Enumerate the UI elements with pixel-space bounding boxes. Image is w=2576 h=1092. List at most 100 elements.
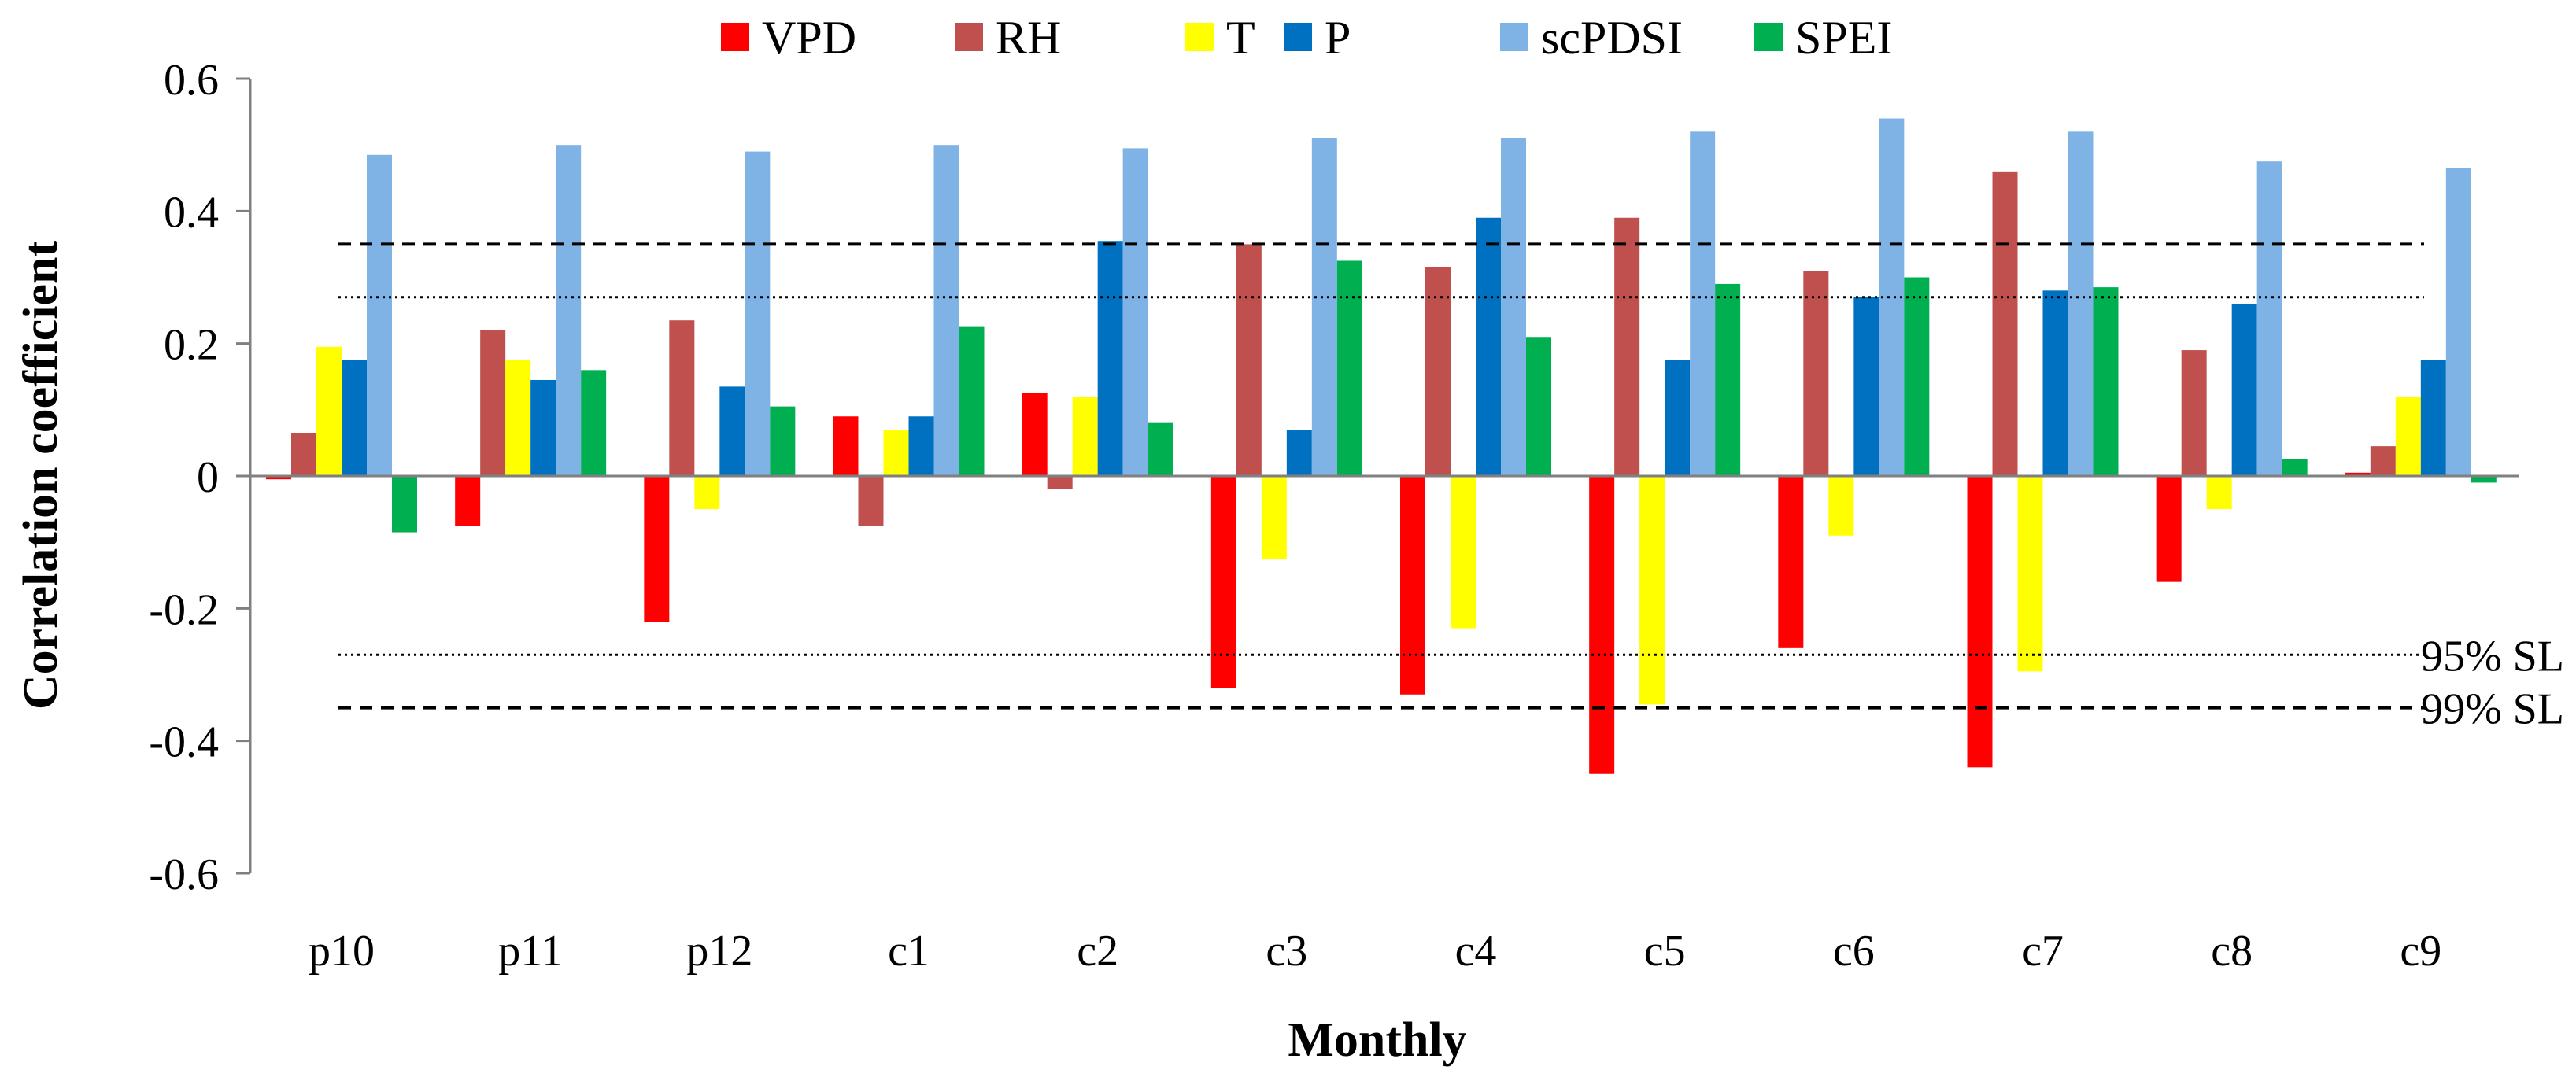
bars bbox=[266, 118, 2497, 774]
bar-group-p12 bbox=[644, 151, 796, 622]
bar-t-c7 bbox=[2017, 476, 2043, 672]
x-tick-label-c6: c6 bbox=[1833, 927, 1875, 976]
bar-spei-p12 bbox=[770, 406, 796, 476]
reference-label-95-lower: 95% SL bbox=[2421, 632, 2564, 681]
legend-label-vpd: VPD bbox=[762, 12, 856, 64]
x-tick-label-p12: p12 bbox=[686, 927, 752, 976]
x-tick-label-c7: c7 bbox=[2022, 927, 2064, 976]
bar-group-c3 bbox=[1210, 138, 1362, 688]
x-tick-label-p10: p10 bbox=[309, 927, 375, 976]
bar-spei-c9 bbox=[2471, 476, 2497, 483]
bar-scpdsi-p12 bbox=[745, 151, 771, 477]
y-tick-label: 0.2 bbox=[164, 321, 219, 370]
bar-p-p12 bbox=[719, 386, 745, 476]
bar-t-c8 bbox=[2206, 476, 2232, 510]
bar-rh-p11 bbox=[480, 330, 506, 476]
x-tick-label-p11: p11 bbox=[498, 927, 563, 976]
bar-t-p12 bbox=[694, 476, 720, 510]
bar-vpd-c3 bbox=[1210, 476, 1236, 688]
bar-vpd-p11 bbox=[455, 476, 481, 526]
bar-rh-c6 bbox=[1803, 271, 1829, 476]
legend-swatch-t bbox=[1185, 23, 1214, 51]
bar-vpd-c7 bbox=[1967, 476, 1993, 768]
bar-group-p10 bbox=[266, 154, 417, 533]
legend-label-p: P bbox=[1325, 12, 1351, 64]
bar-p-c1 bbox=[908, 416, 934, 476]
bar-group-c9 bbox=[2345, 168, 2497, 483]
bar-rh-p12 bbox=[669, 320, 695, 476]
bar-rh-p10 bbox=[291, 433, 316, 476]
bar-spei-c4 bbox=[1526, 337, 1551, 476]
bar-scpdsi-c5 bbox=[1690, 131, 1716, 477]
bar-spei-c5 bbox=[1715, 283, 1741, 476]
bar-rh-c4 bbox=[1425, 267, 1451, 476]
bar-group-p11 bbox=[455, 145, 607, 526]
legend-item-vpd: VPD bbox=[721, 12, 856, 64]
y-tick-label: 0.4 bbox=[164, 188, 219, 237]
bar-vpd-c2 bbox=[1022, 393, 1048, 476]
bar-scpdsi-p11 bbox=[556, 145, 582, 476]
x-tick-label-c2: c2 bbox=[1077, 927, 1118, 976]
bar-vpd-p10 bbox=[266, 476, 291, 480]
legend-label-rh: RH bbox=[996, 12, 1061, 64]
bar-vpd-c9 bbox=[2345, 472, 2371, 476]
x-tick-label-c4: c4 bbox=[1455, 927, 1497, 976]
bar-p-c8 bbox=[2231, 304, 2257, 476]
x-tick-label-c3: c3 bbox=[1266, 927, 1307, 976]
bar-rh-c1 bbox=[858, 476, 884, 526]
y-axis: 0.6 0.4 0.2 0 -0.2 -0.4 -0.6 bbox=[149, 56, 252, 899]
bar-group-c2 bbox=[1022, 148, 1173, 489]
bar-p-c9 bbox=[2420, 360, 2446, 476]
bar-scpdsi-c1 bbox=[933, 145, 959, 476]
bar-vpd-c6 bbox=[1778, 476, 1804, 648]
bar-p-c2 bbox=[1097, 241, 1123, 476]
bar-scpdsi-c3 bbox=[1311, 138, 1337, 476]
bar-p-c6 bbox=[1853, 297, 1879, 476]
bar-group-c7 bbox=[1967, 131, 2119, 768]
bar-spei-c8 bbox=[2282, 459, 2308, 476]
bar-spei-p10 bbox=[392, 476, 417, 533]
bar-t-p10 bbox=[316, 346, 342, 476]
bar-vpd-c8 bbox=[2156, 476, 2182, 582]
bar-rh-c7 bbox=[1992, 171, 2018, 477]
bar-t-p11 bbox=[505, 360, 531, 476]
bar-t-c4 bbox=[1451, 476, 1476, 629]
legend-item-p: P bbox=[1284, 12, 1351, 64]
x-tick-label-c5: c5 bbox=[1644, 927, 1686, 976]
bar-scpdsi-c4 bbox=[1501, 138, 1526, 476]
bar-scpdsi-c8 bbox=[2256, 161, 2282, 477]
bar-t-c3 bbox=[1261, 476, 1287, 559]
legend-swatch-vpd bbox=[721, 23, 749, 51]
bar-scpdsi-c2 bbox=[1122, 148, 1148, 476]
bar-group-c8 bbox=[2156, 161, 2308, 582]
bar-scpdsi-c9 bbox=[2445, 168, 2471, 476]
legend-swatch-rh bbox=[955, 23, 983, 51]
bar-vpd-c1 bbox=[833, 416, 859, 476]
x-axis-title: Monthly bbox=[1288, 1013, 1466, 1067]
bar-vpd-p12 bbox=[644, 476, 670, 622]
bar-p-c4 bbox=[1476, 217, 1501, 476]
bar-t-c6 bbox=[1828, 476, 1854, 536]
legend-label-scpdsi: scPDSI bbox=[1541, 12, 1683, 64]
legend-item-spei: SPEI bbox=[1754, 12, 1892, 64]
y-tick-label: -0.6 bbox=[149, 850, 219, 899]
bar-group-c6 bbox=[1778, 118, 1930, 648]
bar-rh-c5 bbox=[1614, 217, 1640, 476]
legend-item-rh: RH bbox=[955, 12, 1061, 64]
bar-rh-c3 bbox=[1236, 244, 1262, 476]
bar-p-c3 bbox=[1286, 430, 1312, 476]
bar-spei-c7 bbox=[2093, 287, 2119, 476]
bar-t-c9 bbox=[2395, 397, 2421, 476]
bar-scpdsi-p10 bbox=[367, 154, 392, 476]
x-axis: p10 p11 p12 c1 c2 c3 c4 c5 c6 c7 c8 c9 bbox=[250, 474, 2519, 976]
legend-label-t: T bbox=[1226, 12, 1255, 64]
legend-swatch-p bbox=[1284, 23, 1312, 51]
bar-spei-c6 bbox=[1904, 277, 1930, 476]
y-tick-label: -0.2 bbox=[149, 585, 219, 634]
bar-rh-c2 bbox=[1047, 476, 1073, 489]
legend-swatch-scpdsi bbox=[1500, 23, 1528, 51]
x-tick-label-c1: c1 bbox=[888, 927, 930, 976]
bar-spei-c2 bbox=[1148, 422, 1173, 476]
y-tick-label: 0 bbox=[197, 453, 219, 502]
